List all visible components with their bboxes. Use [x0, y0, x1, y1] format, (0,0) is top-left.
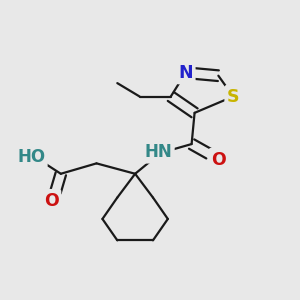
- Text: O: O: [211, 151, 226, 169]
- Text: N: N: [178, 64, 193, 82]
- Text: O: O: [44, 191, 59, 209]
- Text: HO: HO: [17, 148, 45, 166]
- Text: S: S: [227, 88, 239, 106]
- Text: HN: HN: [144, 143, 172, 161]
